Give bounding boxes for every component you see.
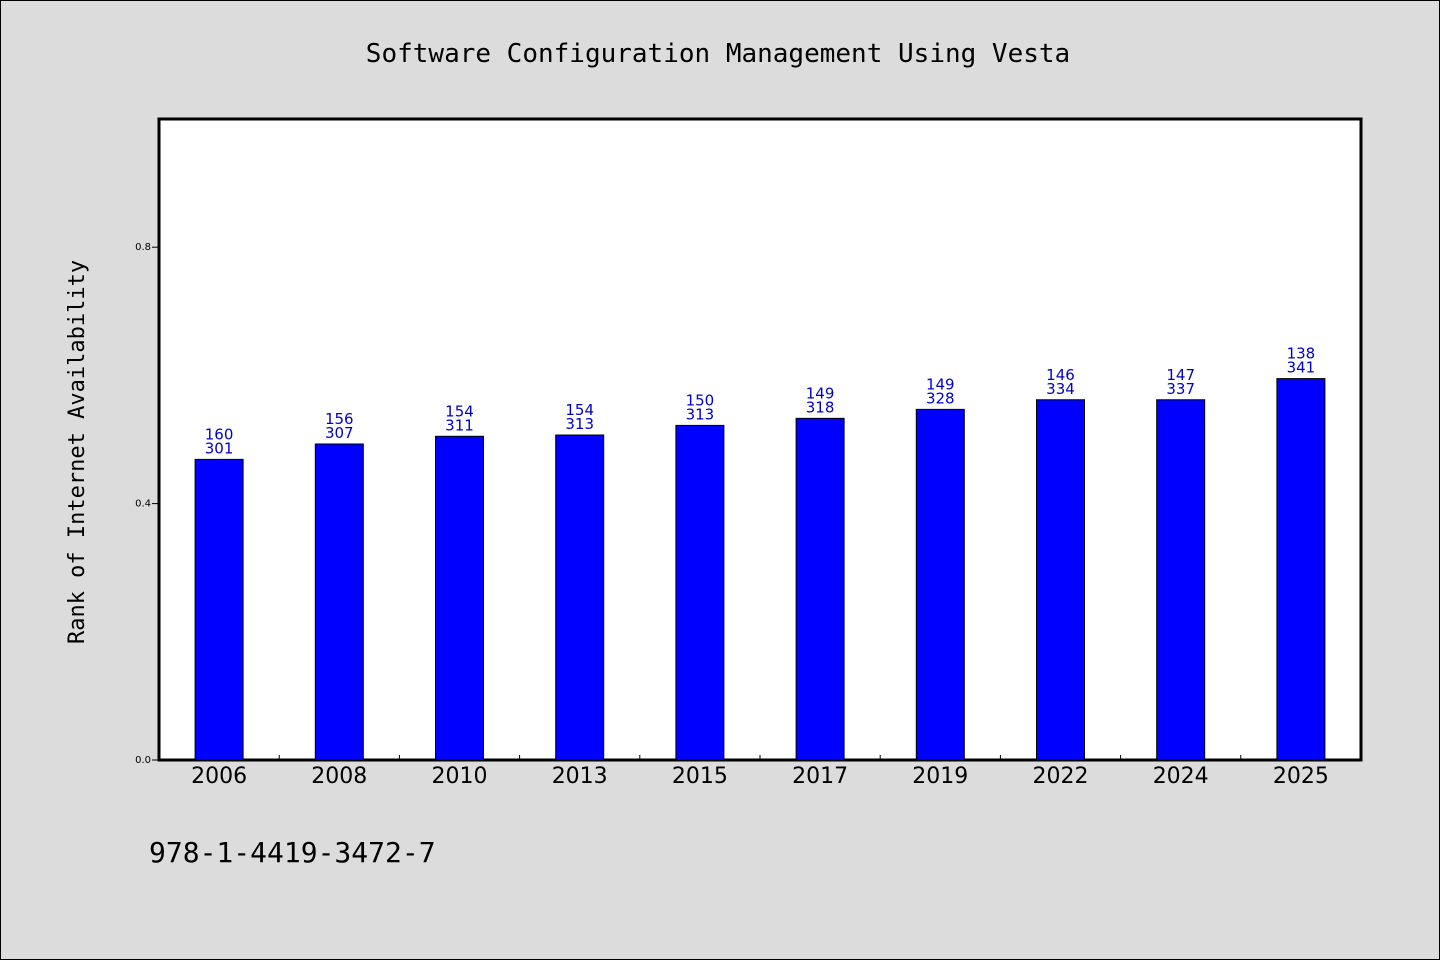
data-label-bottom: 334 [1046, 380, 1075, 398]
data-label-bottom: 301 [205, 439, 234, 457]
bar [675, 424, 725, 761]
bar [1036, 399, 1085, 761]
bar [1156, 399, 1206, 761]
bar [1276, 378, 1326, 761]
data-label-top: 146 [1046, 366, 1075, 384]
y-tick-label: 0.8 [135, 242, 151, 253]
y-tick-label: 0.4 [135, 499, 151, 510]
isbn-footnote: 978-1-4419-3472-7 [149, 836, 436, 869]
data-label-bottom: 341 [1287, 359, 1316, 377]
data-label-top: 154 [445, 402, 474, 420]
x-tick-label: 2019 [912, 764, 968, 789]
x-tick-label: 2010 [432, 764, 488, 789]
x-tick-label: 2024 [1153, 764, 1209, 789]
x-tick-label: 2022 [1033, 764, 1089, 789]
data-label-bottom: 307 [325, 424, 354, 442]
data-label-top: 138 [1287, 345, 1316, 363]
bar [555, 434, 605, 761]
y-tick-label: 0.0 [135, 755, 151, 766]
x-tick-label: 2008 [311, 764, 367, 789]
data-label-bottom: 313 [686, 405, 715, 423]
data-label-top: 156 [325, 410, 354, 428]
bar [915, 408, 965, 761]
data-label-top: 154 [565, 401, 594, 419]
data-label-top: 160 [205, 425, 234, 443]
data-label-top: 147 [1166, 366, 1195, 384]
x-tick-label: 2015 [672, 764, 728, 789]
data-label-bottom: 318 [806, 398, 835, 416]
y-axis-label: Rank of Internet Availability [65, 260, 90, 644]
x-tick-label: 2013 [552, 764, 608, 789]
bar [194, 458, 244, 761]
bar [795, 417, 845, 761]
y-axis-ticks: 0.0 0.4 0.8 [135, 242, 159, 766]
x-axis-ticks: 2006 2008 2010 2013 2015 2017 2019 2022 2024 2025 [191, 755, 1329, 789]
data-label-bottom: 328 [926, 389, 955, 407]
bar [435, 435, 484, 761]
x-tick-label: 2025 [1273, 764, 1329, 789]
data-label-bottom: 337 [1166, 380, 1195, 398]
x-tick-label: 2006 [191, 764, 247, 789]
data-label-top: 149 [926, 375, 955, 393]
data-labels-group: 1603011563071543111543131503131493181493… [205, 345, 1315, 458]
bar [314, 443, 364, 761]
data-label-top: 149 [806, 384, 835, 402]
data-label-top: 150 [686, 391, 715, 409]
bars-group [194, 378, 1326, 761]
chart-title: Software Configuration Management Using … [366, 39, 1070, 69]
data-label-bottom: 313 [565, 415, 594, 433]
x-tick-label: 2017 [792, 764, 848, 789]
data-label-bottom: 311 [445, 416, 474, 434]
